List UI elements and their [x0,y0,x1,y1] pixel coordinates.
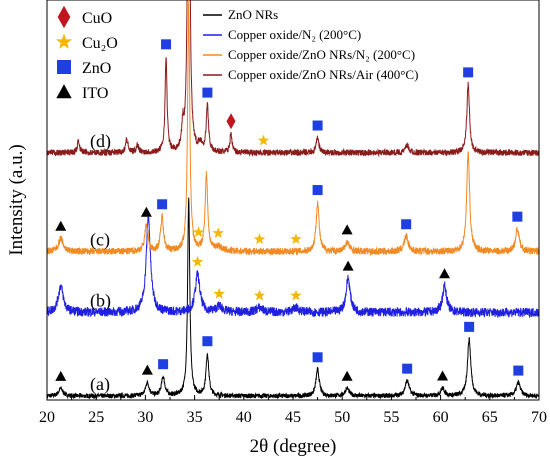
x-tick-label-5: 45 [285,409,301,426]
phase-markers-group [55,39,524,381]
phase-marker-square-8 [464,321,475,332]
x-tick-label-3: 35 [187,409,203,426]
legend-marker-diamond [57,5,71,29]
series-legend-label-2: Copper oxide/ZnO NRs/N₂ (200°C) [228,47,415,62]
phase-marker-triangle-1 [141,364,153,375]
x-axis-label: 2θ (degree) [250,436,337,457]
phase-marker-triangle-15 [439,268,451,279]
phase-marker-triangle-17 [140,206,152,217]
phase-marker-square-25 [401,219,412,230]
phase-legend: CuO Cu₂O ZnO ITO [56,5,118,102]
y-axis-label: Intensity (a.u.) [6,144,27,255]
phase-marker-square-23 [312,185,323,196]
phase-marker-square-9 [513,365,524,376]
legend-marker-star [56,33,72,49]
phase-legend-label-0: CuO [82,10,112,27]
phase-marker-square-28 [202,87,213,98]
curve-label-1: (b) [90,290,111,311]
phase-marker-star-12 [253,289,266,301]
curve-labels-group: (a) (b) (c) (d) [90,131,111,395]
phase-marker-triangle-0 [55,370,67,381]
phase-marker-star-13 [290,289,302,301]
series-legend-label-3: Copper oxide/ZnO NRs/Air (400°C) [228,67,418,82]
x-tick-label-1: 25 [88,409,104,426]
phase-marker-diamond-29 [226,113,236,130]
phase-marker-triangle-7 [437,370,449,381]
series-line-2 [47,0,539,257]
series-legend-label-1: Copper oxide/N₂ (200°C) [228,27,361,42]
x-tick-label-7: 55 [383,409,399,426]
curve-label-0: (a) [90,374,110,395]
phase-legend-label-3: ITO [82,85,108,102]
series-line-1 [47,216,539,319]
phase-marker-square-3 [202,336,213,347]
phase-marker-star-30 [257,134,270,146]
x-tick-label-2: 30 [137,409,153,426]
phase-marker-star-22 [290,233,302,244]
phase-marker-triangle-14 [342,260,354,271]
phase-marker-square-32 [463,67,474,78]
phase-marker-square-26 [512,211,523,222]
x-tick-label-8: 60 [433,409,449,426]
x-axis-ticks: 20 25 30 35 40 45 50 55 60 65 70 [39,395,547,426]
phase-marker-square-2 [158,359,169,370]
phase-marker-triangle-5 [341,370,353,381]
x-tick-label-6: 50 [334,409,350,426]
legend-marker-square [57,60,71,74]
phase-marker-star-20 [212,227,224,238]
phase-marker-star-10 [191,255,204,267]
phase-marker-square-31 [312,120,323,131]
phase-marker-square-18 [157,199,168,210]
phase-legend-label-2: ZnO [82,60,111,77]
x-tick-label-10: 70 [531,409,547,426]
phase-marker-star-11 [213,287,225,299]
phase-marker-star-19 [192,226,205,238]
x-tick-label-9: 65 [482,409,498,426]
series-legend: ZnO NRs Copper oxide/N₂ (200°C) Copper oxi… [203,7,418,82]
x-tick-label-0: 20 [39,409,55,426]
curve-label-2: (c) [90,230,110,251]
series-line-3 [47,0,539,158]
phase-marker-triangle-16 [55,220,67,231]
x-tick-label-4: 40 [236,409,252,426]
phase-marker-square-4 [312,352,323,363]
phase-marker-square-6 [402,363,413,374]
phase-marker-triangle-24 [341,224,353,235]
series-legend-label-0: ZnO NRs [228,7,278,22]
phase-legend-label-1: Cu₂O [82,35,118,52]
legend-marker-triangle [56,84,72,99]
phase-marker-square-27 [161,39,172,50]
phase-marker-star-21 [253,233,266,245]
curve-label-3: (d) [90,131,111,152]
